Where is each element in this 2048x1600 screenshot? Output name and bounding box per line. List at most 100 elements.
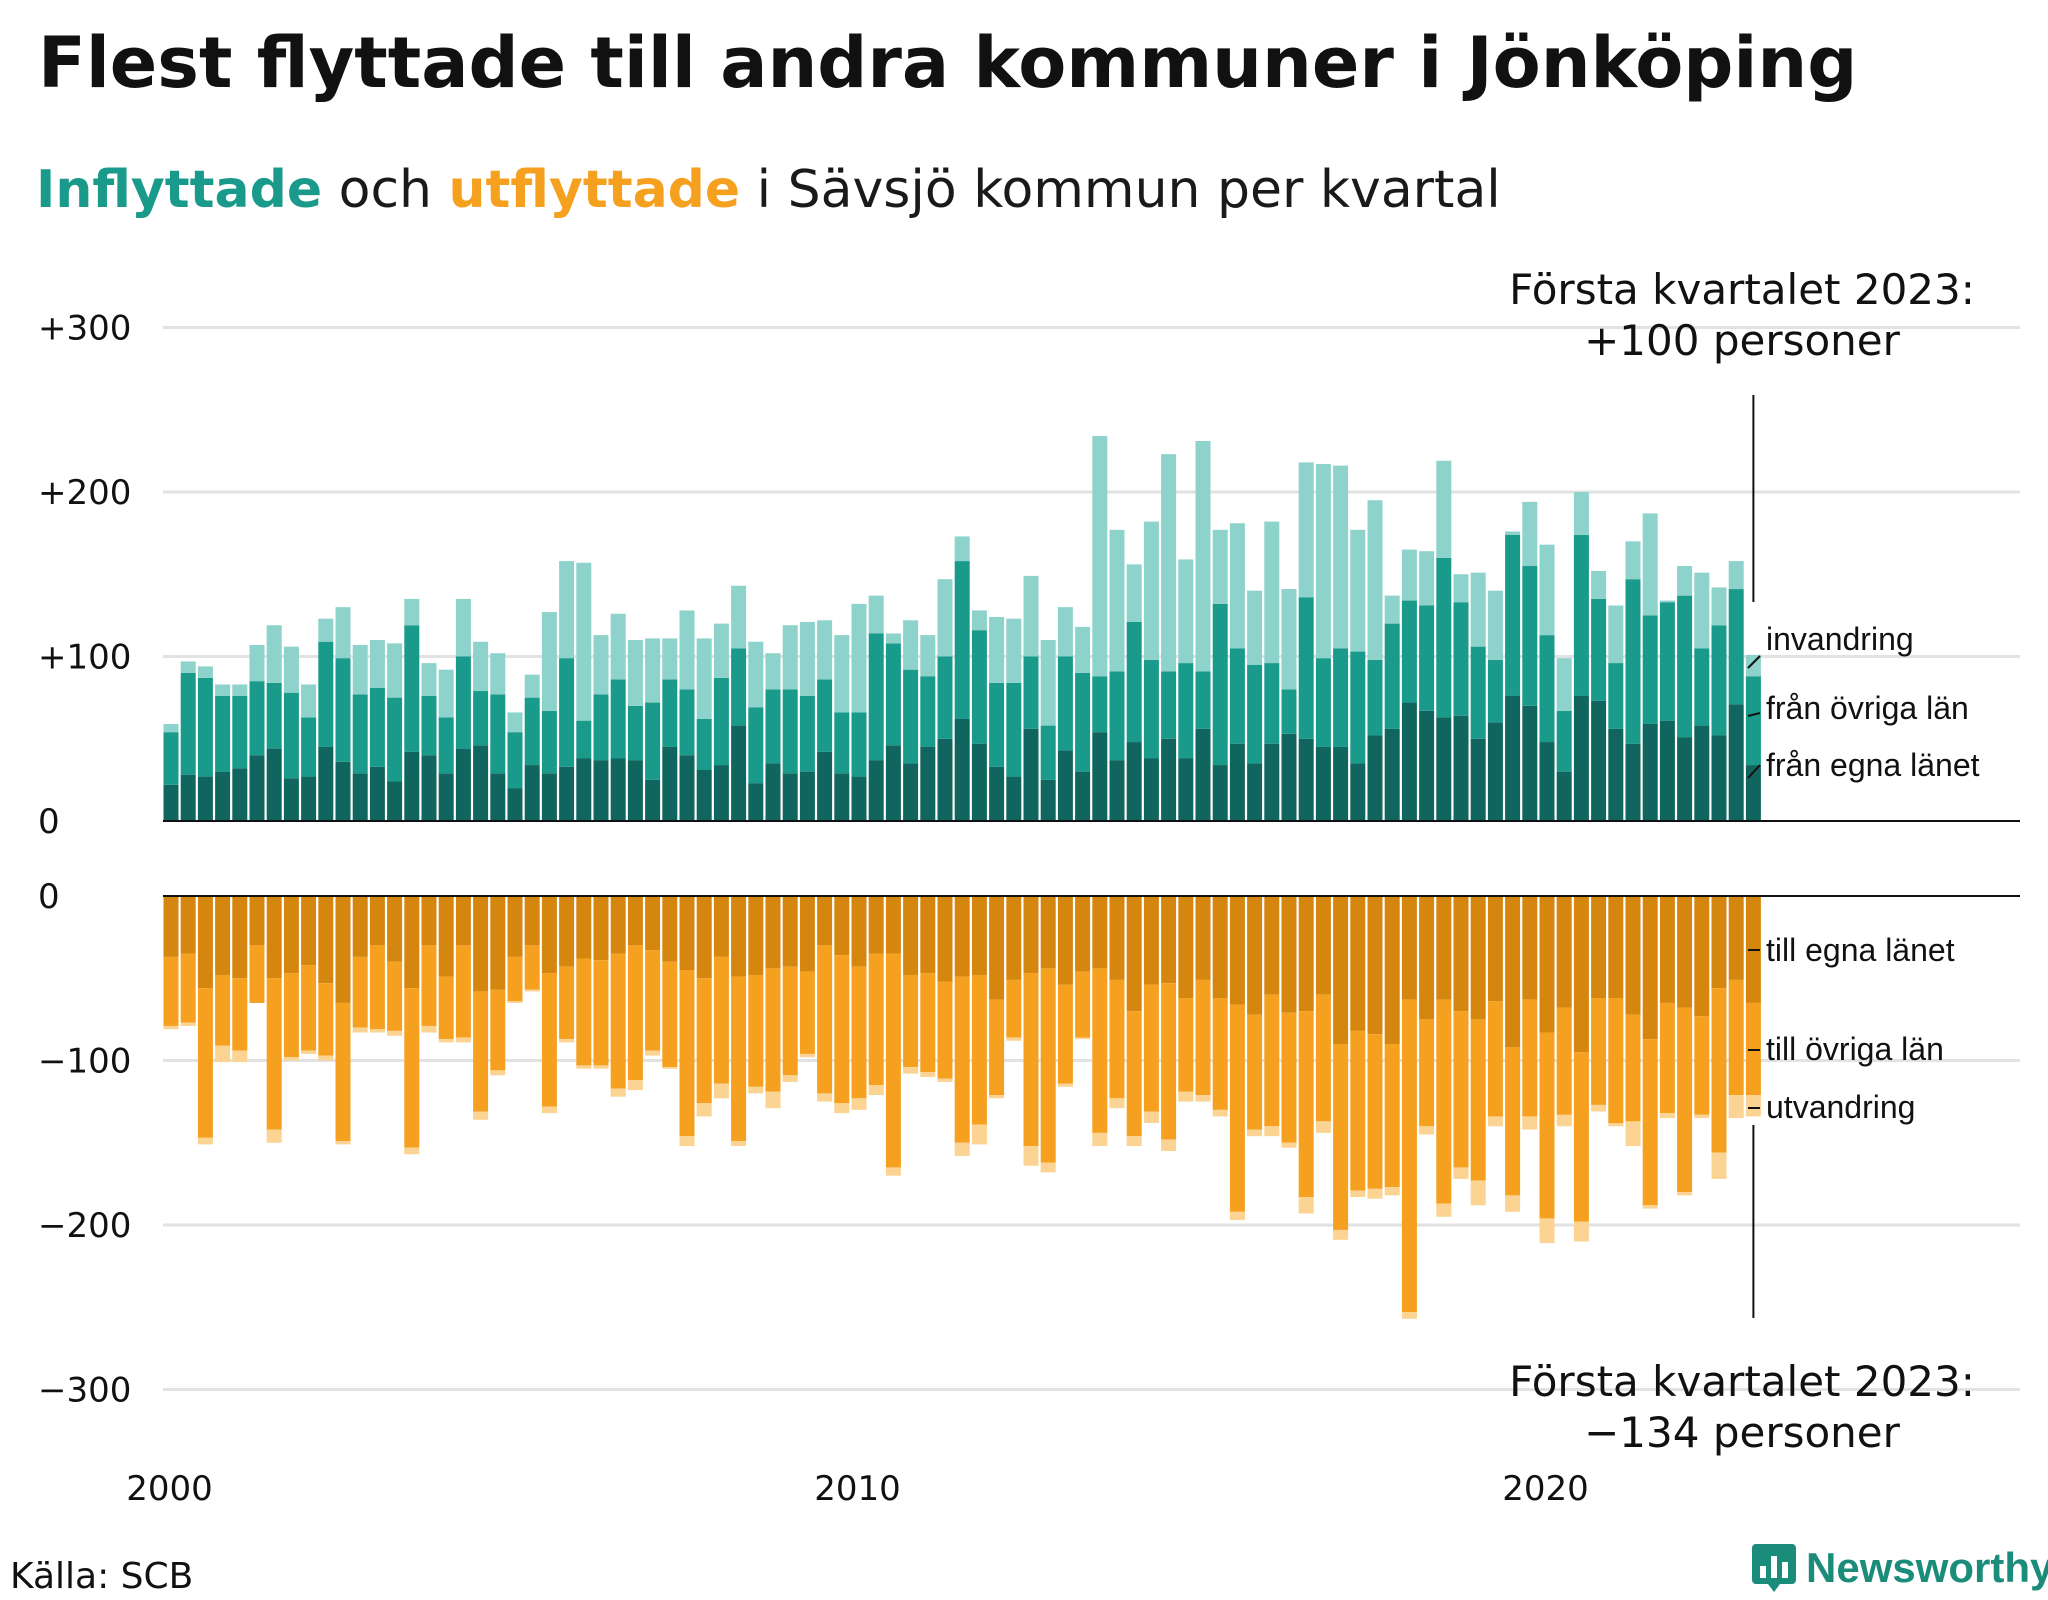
bar-out-1 [559,966,575,1040]
bar-in-1 [438,717,454,774]
y-tick-label-bottom: −200 [38,1206,131,1246]
bar-out-2 [541,1106,557,1114]
bar-out-0 [920,896,936,974]
bar-in-1 [868,633,884,761]
bar-out-2 [1522,1116,1538,1130]
bar-in-0 [1281,733,1297,821]
bar-in-1 [352,694,368,774]
bar-in-1 [1006,682,1022,777]
bar-out-2 [473,1111,489,1120]
bar-in-0 [369,766,385,821]
bar-in-2 [283,646,299,693]
bar-in-0 [971,743,987,821]
bar-in-0 [1006,776,1022,821]
bar-out-1 [455,945,471,1038]
bar-in-1 [1075,672,1091,772]
bar-in-1 [1470,646,1486,739]
x-tick-label: 2000 [126,1469,213,1509]
bar-in-1 [1677,595,1693,738]
bar-in-2 [1505,531,1521,535]
bar-in-1 [455,656,471,749]
bar-out-2 [1315,1121,1331,1133]
bar-in-0 [627,760,643,821]
bar-in-2 [1247,590,1263,665]
bar-in-2 [455,598,471,657]
bar-in-0 [473,745,489,821]
bar-in-1 [834,712,850,774]
bar-in-0 [455,748,471,821]
bar-out-2 [266,1129,282,1143]
bar-in-1 [1040,725,1056,780]
bar-in-0 [1212,765,1228,821]
bar-out-2 [1436,1203,1452,1217]
bar-out-1 [1522,999,1538,1117]
bar-in-0 [541,773,557,821]
bar-out-2 [799,1053,815,1058]
bar-out-2 [1126,1136,1142,1147]
bar-in-2 [1350,529,1366,652]
bar-out-1 [232,978,248,1051]
bar-out-2 [163,1025,179,1030]
bar-in-2 [421,663,437,696]
bar-out-2 [232,1050,248,1063]
bar-in-1 [232,695,248,769]
bar-out-1 [283,973,299,1058]
bar-in-0 [1384,728,1400,821]
bar-in-0 [1453,715,1469,821]
bar-out-0 [937,896,953,982]
bar-in-1 [1659,602,1675,721]
bar-out-0 [283,896,299,974]
bar-in-2 [696,638,712,720]
bar-in-2 [799,621,815,696]
bar-in-1 [765,689,781,764]
bar-out-1 [576,958,592,1066]
bar-out-0 [1728,896,1744,980]
brand-name: Newsworthy [1806,1544,2048,1591]
bar-in-1 [593,694,609,761]
bar-out-0 [490,896,506,990]
bar-in-1 [1298,597,1314,739]
bar-in-0 [799,771,815,821]
bar-out-2 [1487,1116,1503,1127]
bar-out-0 [679,896,695,971]
bar-in-0 [301,776,317,821]
bar-in-1 [1573,534,1589,696]
bar-out-2 [1161,1139,1177,1151]
bar-in-0 [817,751,833,821]
bar-out-1 [989,999,1005,1096]
bar-in-1 [954,561,970,720]
bar-out-2 [283,1057,299,1061]
bar-out-0 [163,896,179,957]
bar-out-0 [404,896,420,989]
bar-in-0 [920,746,936,821]
bar-in-0 [507,788,523,821]
bar-out-2 [335,1141,351,1145]
bar-out-2 [215,1045,231,1063]
bar-in-2 [1470,572,1486,647]
bar-out-0 [369,896,385,946]
bar-in-0 [885,745,901,821]
bar-in-1 [1126,621,1142,743]
series-label-in-0: från egna länet [1766,747,1980,783]
bar-out-0 [197,896,213,989]
bar-in-0 [1625,743,1641,821]
grid-layer [163,326,2020,1391]
bar-out-1 [696,978,712,1104]
bar-in-1 [1333,648,1349,747]
bar-out-2 [576,1065,592,1069]
bar-in-0 [731,725,747,821]
bar-out-2 [1075,1037,1091,1040]
bar-in-0 [576,758,592,821]
bar-out-1 [731,976,747,1142]
bar-in-0 [249,755,265,821]
bar-in-1 [1092,676,1108,733]
bar-in-0 [593,760,609,821]
bar-in-1 [971,630,987,744]
bar-in-2 [1625,541,1641,580]
bar-out-0 [1659,896,1675,1003]
bar-in-2 [1212,529,1228,604]
bar-out-2 [1694,1114,1710,1119]
bar-in-0 [335,761,351,821]
bar-in-1 [1419,605,1435,711]
bar-in-0 [421,755,437,821]
